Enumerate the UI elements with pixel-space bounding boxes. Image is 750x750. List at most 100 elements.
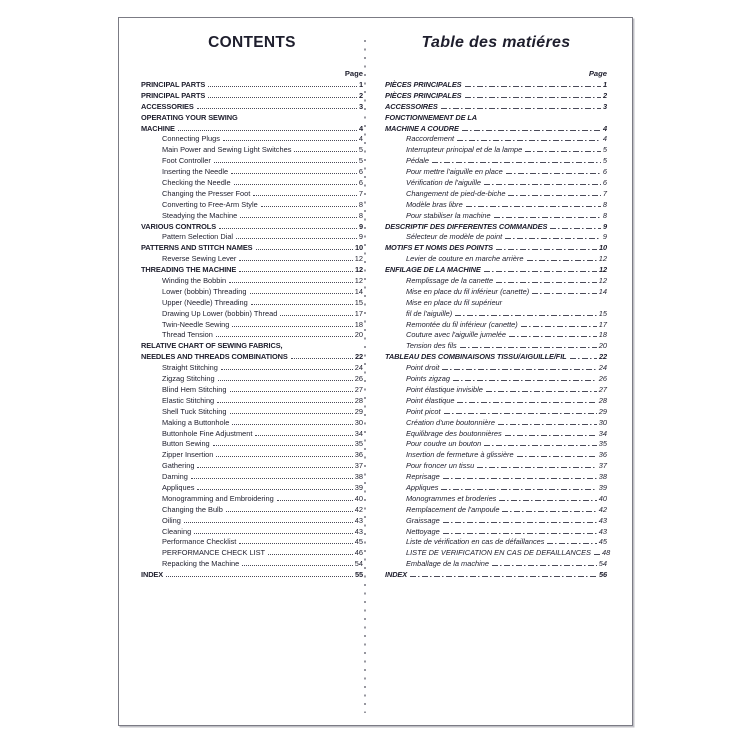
dot-leader bbox=[217, 397, 353, 403]
dot-leader bbox=[197, 484, 353, 490]
toc-entry-page: 54 bbox=[354, 559, 363, 569]
dot-leader bbox=[441, 488, 597, 490]
dot-leader bbox=[593, 554, 600, 556]
toc-entry-label: PRINCIPAL PARTS bbox=[141, 90, 206, 100]
toc-entry: Twin-Needle Sewing 18 bbox=[141, 320, 363, 331]
toc-entry-page: 6 bbox=[358, 178, 363, 188]
toc-entry-label: Performance Checklist bbox=[162, 537, 237, 547]
toc-entry-page: 37 bbox=[354, 461, 363, 471]
toc-entry-label: NEEDLES AND THREADS COMBINATIONS bbox=[141, 352, 288, 362]
toc-entry-label: Pour mettre l'aiguille en place bbox=[406, 167, 503, 177]
column-french: Table des matiéres Page PIÈCES PRINCIPAL… bbox=[385, 18, 610, 581]
toc-entry-label: Pour froncer un tissu bbox=[406, 461, 475, 471]
toc-entry-label: PERFORMANCE CHECK LIST bbox=[162, 548, 266, 558]
toc-entry: Pour mettre l'aiguille en place 6 bbox=[385, 167, 607, 178]
toc-entry-page: 27 bbox=[598, 384, 607, 394]
dot-leader bbox=[232, 320, 353, 327]
toc-entry: PIÈCES PRINCIPALES 2 bbox=[385, 91, 607, 102]
dot-leader bbox=[504, 434, 597, 436]
toc-entry-page: 12 bbox=[598, 276, 607, 286]
toc-entry-page: 6 bbox=[602, 178, 607, 188]
toc-entry-label: INDEX bbox=[141, 570, 164, 580]
toc-entry-label: Changing the Bulb bbox=[162, 504, 223, 514]
toc-entry: Point droit 24 bbox=[385, 363, 607, 374]
toc-list-english: PRINCIPAL PARTS 1 PRINCIPAL PARTS 2 ACCESSOR… bbox=[141, 80, 363, 581]
toc-entry-label: Pour stabiliser la machine bbox=[406, 210, 491, 220]
dot-leader bbox=[260, 201, 357, 207]
toc-entry-page: 40 bbox=[598, 493, 607, 503]
toc-entry: PIÈCES PRINCIPALES 1 bbox=[385, 80, 607, 91]
toc-entry: THREADING THE MACHINE 12 bbox=[141, 265, 363, 276]
toc-entry: Nettoyage 43 bbox=[385, 527, 607, 538]
toc-entry-page: 12 bbox=[598, 265, 607, 275]
toc-entry: Making a Buttonhole 30 bbox=[141, 418, 363, 429]
toc-entry-label: Steadying the Machine bbox=[162, 210, 238, 220]
dot-leader bbox=[290, 353, 353, 360]
dot-leader bbox=[526, 260, 597, 262]
toc-entry: Pour coudre un bouton 35 bbox=[385, 439, 607, 450]
dot-leader bbox=[443, 412, 597, 414]
toc-entry-label: Reprisage bbox=[406, 472, 440, 482]
toc-entry: Mise en place du fil supérieur bbox=[385, 298, 607, 309]
dot-leader bbox=[550, 227, 601, 229]
toc-entry-page: 2 bbox=[358, 90, 363, 100]
dot-leader bbox=[505, 173, 601, 175]
toc-entry: Mise en place du fil inférieur (canette)… bbox=[385, 287, 607, 298]
toc-entry-label: Pédale bbox=[406, 156, 430, 166]
toc-entry: NEEDLES AND THREADS COMBINATIONS 22 bbox=[141, 352, 363, 363]
toc-entry: Shell Tuck Stitching 29 bbox=[141, 407, 363, 418]
dot-leader bbox=[502, 510, 597, 512]
column-english: CONTENTS Page PRINCIPAL PARTS 1 PRINCIPAL … bbox=[141, 18, 363, 581]
dot-leader bbox=[496, 282, 597, 284]
toc-entry-label: Sélecteur de modèle de point bbox=[406, 232, 503, 242]
toc-entry-page: 3 bbox=[358, 101, 363, 111]
toc-entry-label: OPERATING YOUR SEWING bbox=[141, 112, 238, 122]
dot-leader bbox=[253, 190, 357, 196]
dot-leader bbox=[464, 96, 601, 98]
toc-entry-label: Winding the Bobbin bbox=[162, 276, 227, 286]
toc-entry-page: 30 bbox=[598, 417, 607, 427]
dot-leader bbox=[525, 151, 601, 153]
toc-entry-page: 55 bbox=[354, 570, 363, 580]
toc-entry-page: 9 bbox=[602, 232, 607, 242]
toc-entry-label: LISTE DE VERIFICATION EN CAS DE DEFAILLA… bbox=[406, 548, 591, 558]
toc-entry-label: Upper (Needle) Threading bbox=[162, 297, 248, 307]
toc-entry-label: Inserting the Needle bbox=[162, 167, 229, 177]
toc-entry-label: Modèle bras libre bbox=[406, 199, 463, 209]
toc-entry: Thread Tension 20 bbox=[141, 330, 363, 341]
toc-entry: Emballage de la machine 54 bbox=[385, 559, 607, 570]
toc-entry-page: 12 bbox=[354, 276, 363, 286]
toc-entry: Remontée du fil inférieur (canette) 17 bbox=[385, 320, 607, 331]
toc-entry: VARIOUS CONTROLS 9 bbox=[141, 222, 363, 233]
toc-entry: Remplissage de la canette 12 bbox=[385, 276, 607, 287]
toc-entry-page: 18 bbox=[598, 330, 607, 340]
dot-leader bbox=[276, 495, 353, 501]
toc-entry-page: 24 bbox=[598, 363, 607, 373]
toc-entry-label: Foot Controller bbox=[162, 156, 211, 166]
dot-leader bbox=[229, 386, 353, 392]
toc-entry: LISTE DE VERIFICATION EN CAS DE DEFAILLA… bbox=[385, 548, 610, 559]
dot-leader bbox=[213, 157, 357, 164]
toc-entry-page: 1 bbox=[358, 80, 363, 89]
toc-entry: INDEX 56 bbox=[385, 570, 607, 581]
toc-entry-page: 26 bbox=[598, 374, 607, 384]
toc-entry: Interrupteur principal et de la lampe 5 bbox=[385, 145, 607, 156]
toc-entry-page: 5 bbox=[358, 145, 363, 155]
dot-leader bbox=[492, 565, 597, 567]
toc-entry: PERFORMANCE CHECK LIST 46 bbox=[141, 548, 363, 559]
dot-leader bbox=[239, 266, 353, 273]
toc-entry-label: MOTIFS ET NOMS DES POINTS bbox=[385, 243, 493, 253]
toc-entry: fil de l'aiguille) 15 bbox=[385, 309, 607, 320]
toc-entry-page: 56 bbox=[598, 570, 607, 580]
dot-leader bbox=[216, 451, 353, 458]
dot-leader bbox=[229, 277, 353, 284]
manual-contents-page: CONTENTS Page PRINCIPAL PARTS 1 PRINCIPAL … bbox=[118, 17, 633, 726]
toc-entry: Vérification de l'aiguille 6 bbox=[385, 178, 607, 189]
dot-leader bbox=[410, 576, 597, 578]
toc-entry: OPERATING YOUR SEWING bbox=[141, 113, 363, 124]
toc-entry-label: TABLEAU DES COMBINAISONS TISSU/AIGUILLE/… bbox=[385, 352, 567, 362]
toc-entry-page: 37 bbox=[598, 461, 607, 471]
dot-leader bbox=[215, 331, 353, 338]
dot-leader bbox=[217, 375, 353, 382]
toc-entry-page: 20 bbox=[598, 341, 607, 351]
